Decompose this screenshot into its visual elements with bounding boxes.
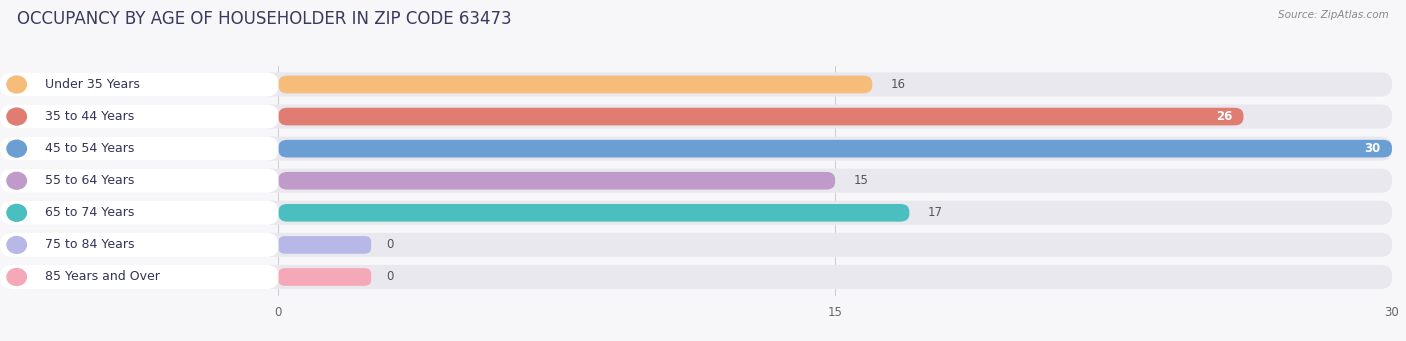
Text: 30: 30 — [1365, 142, 1381, 155]
FancyBboxPatch shape — [278, 108, 1243, 125]
Text: Under 35 Years: Under 35 Years — [45, 78, 139, 91]
Text: 85 Years and Over: 85 Years and Over — [45, 270, 159, 283]
Text: 17: 17 — [928, 206, 943, 219]
FancyBboxPatch shape — [0, 233, 278, 257]
FancyBboxPatch shape — [0, 265, 1392, 289]
Text: 45 to 54 Years: 45 to 54 Years — [45, 142, 134, 155]
Text: 75 to 84 Years: 75 to 84 Years — [45, 238, 134, 251]
Text: 16: 16 — [891, 78, 905, 91]
FancyBboxPatch shape — [278, 204, 910, 222]
Text: 0: 0 — [387, 238, 394, 251]
Circle shape — [7, 76, 27, 93]
Text: 55 to 64 Years: 55 to 64 Years — [45, 174, 134, 187]
FancyBboxPatch shape — [0, 265, 278, 289]
Circle shape — [7, 236, 27, 253]
FancyBboxPatch shape — [0, 201, 278, 225]
Text: 0: 0 — [387, 270, 394, 283]
Text: 15: 15 — [853, 174, 869, 187]
FancyBboxPatch shape — [278, 268, 371, 286]
Circle shape — [7, 140, 27, 157]
Text: 65 to 74 Years: 65 to 74 Years — [45, 206, 134, 219]
Circle shape — [7, 108, 27, 125]
FancyBboxPatch shape — [0, 137, 1392, 161]
FancyBboxPatch shape — [0, 105, 278, 129]
FancyBboxPatch shape — [0, 72, 1392, 97]
FancyBboxPatch shape — [278, 236, 371, 254]
Text: Source: ZipAtlas.com: Source: ZipAtlas.com — [1278, 10, 1389, 20]
FancyBboxPatch shape — [278, 172, 835, 190]
FancyBboxPatch shape — [0, 137, 278, 161]
Circle shape — [7, 269, 27, 285]
FancyBboxPatch shape — [0, 169, 1392, 193]
Text: 26: 26 — [1216, 110, 1232, 123]
Text: OCCUPANCY BY AGE OF HOUSEHOLDER IN ZIP CODE 63473: OCCUPANCY BY AGE OF HOUSEHOLDER IN ZIP C… — [17, 10, 512, 28]
FancyBboxPatch shape — [0, 105, 1392, 129]
Circle shape — [7, 204, 27, 221]
FancyBboxPatch shape — [0, 169, 278, 193]
FancyBboxPatch shape — [278, 76, 872, 93]
FancyBboxPatch shape — [0, 233, 1392, 257]
Circle shape — [7, 172, 27, 189]
FancyBboxPatch shape — [278, 140, 1392, 158]
FancyBboxPatch shape — [0, 201, 1392, 225]
Text: 35 to 44 Years: 35 to 44 Years — [45, 110, 134, 123]
FancyBboxPatch shape — [0, 72, 278, 97]
